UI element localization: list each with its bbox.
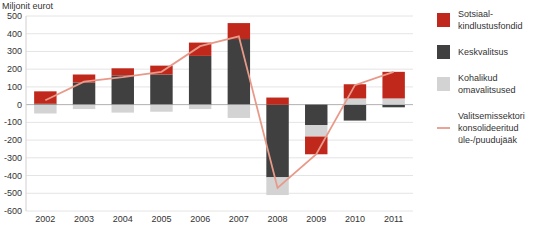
y-tick-label: -200 [4,135,22,145]
y-tick-label: 100 [7,82,22,92]
bar-segment [150,75,172,105]
bar-segment [189,105,211,109]
bar-segment [344,105,366,121]
bar-segment [73,105,95,109]
lines [45,36,393,188]
legend-label: Sotsiaal-kindlustusfondid [458,9,523,31]
grid-line [26,51,413,52]
grid-line [26,175,413,176]
bar-segment [228,39,250,105]
bar-segment [305,125,327,137]
legend-label: Kohalikudomavalitsused [458,73,516,95]
x-tick-label: 2004 [113,214,133,224]
line [45,36,393,188]
y-tick-label: -500 [4,188,22,198]
grid-line [26,140,413,141]
bar-segment [150,105,172,112]
x-tick-label: 2010 [345,214,365,224]
legend: Sotsiaal-kindlustusfondid Keskvalitsus Koh… [437,9,525,145]
y-tick-label: 500 [7,11,22,21]
legend-label: Keskvalitsus [458,47,509,57]
bar-segment [382,98,404,104]
x-tick-label: 2005 [151,214,171,224]
bar-segment [112,75,134,104]
x-tick-label: 2011 [384,214,403,224]
legend-label: Valitsemissektorikonsolideeritudüle-/puu… [458,111,525,145]
grid-line [26,16,413,17]
chart: -600 -500 -400 -300 -200 -100 0 100 200 300 400 500… [0,0,550,225]
x-tick-label: 2006 [190,214,210,224]
x-tick-label: 2002 [35,214,55,224]
bar-segment [34,105,56,114]
x-tick-label: 2007 [229,214,249,224]
bar-segment [266,98,288,105]
legend-swatch [437,13,450,27]
y-tick-label: -100 [4,117,22,127]
grid-line [26,157,413,158]
x-tick-label: 2008 [268,214,288,224]
x-tick-label: 2009 [306,214,326,224]
bar-segment [189,56,211,105]
bar-segment [34,91,56,103]
bar-segment [305,105,327,125]
y-axis-line [26,16,27,211]
x-tick-label: 2003 [74,214,94,224]
grid-line [26,69,413,70]
y-tick-label: 300 [7,46,22,56]
legend-swatch [437,77,450,91]
bars [34,23,405,195]
bar-segment [228,105,250,118]
bar-segment [382,72,404,99]
y-axis-label: Miljonit eurot [2,1,54,11]
y-tick-label: -300 [4,153,22,163]
grid-line [26,211,413,212]
grid [26,16,413,211]
bar-segment [266,105,288,178]
y-tick-label: 400 [7,29,22,39]
legend-swatch [437,127,450,129]
grid-line [26,193,413,194]
bar-segment [112,68,134,75]
y-tick-label: -600 [4,206,22,216]
grid-line [26,33,413,34]
y-tick-label: -400 [4,171,22,181]
y-tick-label: 200 [7,64,22,74]
y-tick-label: 0 [17,100,22,110]
grid-line [26,122,413,123]
bar-segment [382,105,404,108]
bar-segment [112,105,134,113]
legend-swatch [437,45,450,59]
